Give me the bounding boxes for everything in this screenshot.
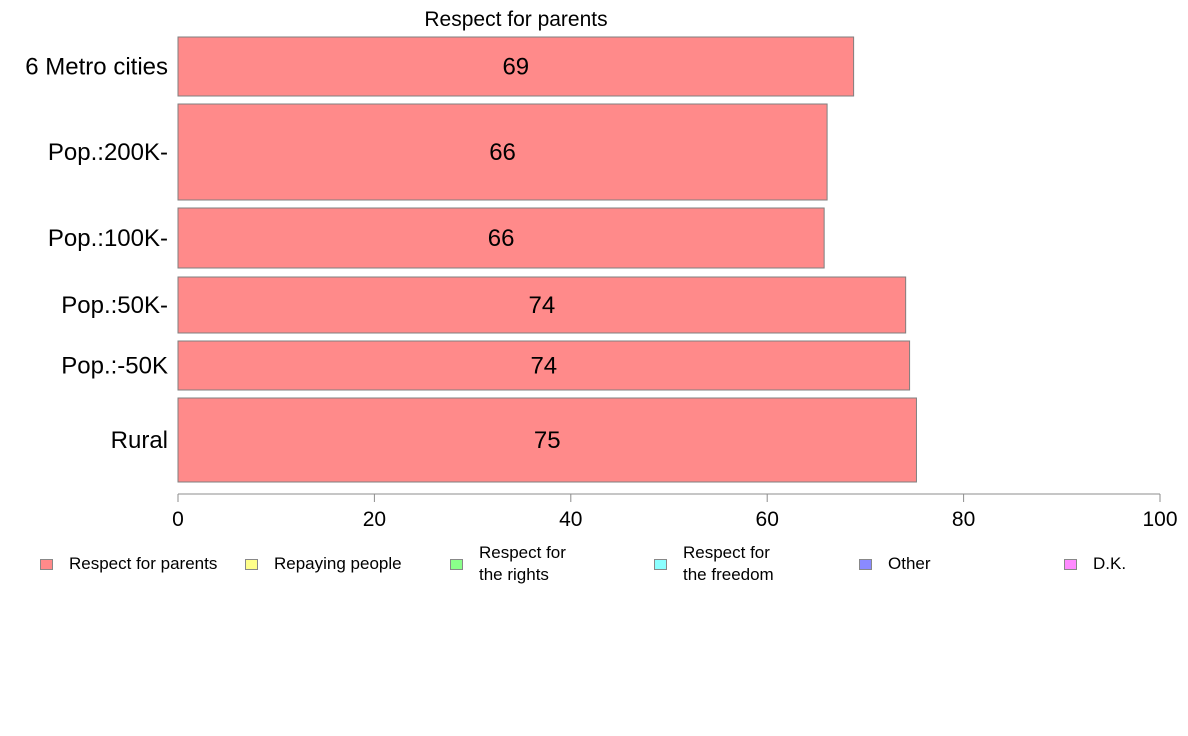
bar-3 [177, 276, 907, 334]
legend-item-other: Other [859, 553, 931, 575]
legend-swatch [859, 558, 872, 570]
x-tick-label: 60 [756, 508, 779, 531]
bar-value-label: 74 [530, 353, 557, 380]
bar-value-label: 74 [528, 292, 555, 319]
legend-label: Respect for the rights [479, 543, 566, 584]
x-axis: 0 20 40 60 80 100 [172, 493, 1178, 531]
x-tick-label: 20 [363, 508, 386, 531]
bar-value-label: 75 [534, 427, 561, 454]
category-label: Rural [111, 427, 168, 454]
category-label: Pop.:50K- [61, 292, 168, 319]
legend-swatch [654, 558, 667, 570]
legend-item-dk: D.K. [1064, 553, 1126, 575]
legend-swatch [450, 558, 463, 570]
chart-title: Respect for parents [424, 8, 607, 31]
legend-label: Repaying people [274, 554, 402, 573]
legend-label: Respect for the freedom [683, 543, 774, 584]
legend-swatch [245, 558, 258, 570]
bar-value-label: 66 [489, 139, 516, 166]
legend-label: D.K. [1093, 554, 1127, 573]
legend-item-repaying-people: Repaying people [245, 553, 402, 575]
bar-4 [177, 340, 911, 391]
legend-label: Other [888, 554, 931, 573]
legend-swatch [1064, 558, 1077, 570]
x-tick-label: 100 [1142, 508, 1177, 531]
x-tick-label: 80 [952, 508, 975, 531]
bars-group: 6 Metro cities 69 Pop.:200K- 66 Pop.:100K- 66… [25, 36, 917, 483]
legend-swatch [40, 558, 53, 570]
x-tick-label: 0 [172, 508, 184, 531]
legend-label: Respect for parents [69, 554, 218, 573]
bar-5 [177, 397, 917, 483]
x-tick-label: 40 [559, 508, 582, 531]
bar-value-label: 69 [502, 54, 529, 81]
category-label: Pop.:-50K [61, 353, 168, 380]
bar-1 [177, 103, 828, 201]
legend-item-respect-for-parents: Respect for parents [40, 553, 217, 575]
category-label: Pop.:200K- [48, 139, 168, 166]
legend-item-respect-for-the-freedom: Respect for the freedom [654, 542, 774, 586]
bar-chart: Respect for parents 6 Metro cities 69 Pop.… [25, 8, 1178, 531]
bar-0 [177, 36, 855, 97]
bar-value-label: 66 [488, 225, 515, 252]
legend: Respect for parents Repaying people Resp… [0, 540, 1188, 600]
category-label: 6 Metro cities [25, 54, 168, 81]
legend-item-respect-for-the-rights: Respect for the rights [450, 542, 566, 586]
bar-2 [177, 207, 825, 269]
category-label: Pop.:100K- [48, 225, 168, 252]
